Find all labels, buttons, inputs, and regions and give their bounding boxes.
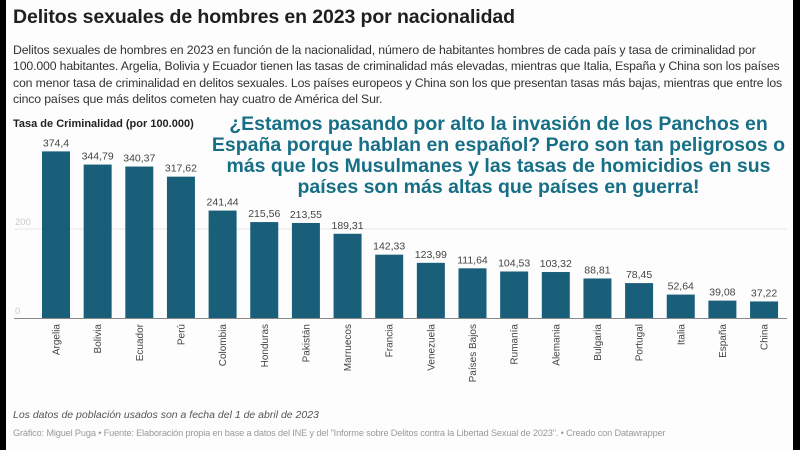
category-label: Venezuela (426, 324, 437, 371)
chart-page: Delitos sexuales de hombres en 2023 por … (6, 0, 793, 450)
footnote: Los datos de población usados son a fech… (13, 409, 319, 421)
category-label: Pakistán (301, 324, 312, 362)
value-label: 213,55 (290, 209, 322, 221)
category-label: España (718, 324, 729, 358)
value-label: 39,08 (709, 287, 735, 299)
bar-perú (166, 176, 195, 318)
value-label: 215,56 (248, 208, 280, 220)
value-label: 374,4 (43, 137, 69, 149)
category-label: Perú (176, 324, 187, 345)
value-label: 88,81 (584, 264, 610, 276)
category-label: Francia (385, 324, 396, 358)
category-label: Países Bajos (468, 324, 479, 382)
y-axis-label: Tasa de Criminalidad (por 100.000) (13, 118, 194, 130)
value-label: 111,64 (457, 254, 488, 266)
credits-line: Gráfico: Miguel Puga • Fuente: Elaboraci… (13, 428, 666, 438)
value-label: 104,53 (498, 257, 530, 269)
bar-argelia (42, 151, 70, 318)
value-label: 189,31 (331, 220, 363, 232)
value-label: 52,64 (668, 281, 694, 293)
bar-chart: 0 200 374,4 344,79 340,37 317,62 241,44 215,56… (14, 137, 787, 382)
bar-china (750, 301, 779, 318)
value-label: 78,45 (626, 269, 652, 281)
category-label: Bolivia (93, 324, 104, 354)
value-label: 103,32 (540, 258, 572, 270)
bar-honduras (250, 222, 279, 318)
bar-italia (666, 294, 695, 318)
value-label: 241,44 (207, 197, 239, 209)
bar-españa (708, 300, 737, 318)
bar-países-bajos (458, 268, 487, 318)
value-label: 123,99 (415, 249, 447, 261)
chart-title: Delitos sexuales de hombres en 2023 por … (13, 6, 515, 28)
value-label: 142,33 (373, 241, 405, 253)
category-label: China (760, 324, 771, 351)
bar-bolivia (83, 164, 112, 318)
bar-pakistán (291, 222, 320, 318)
bar-ecuador (125, 166, 154, 318)
category-label: Marruecos (343, 324, 354, 371)
category-label: Bulgaria (593, 324, 604, 361)
bar-marruecos (333, 233, 362, 318)
bars (42, 151, 779, 318)
category-label: Argelia (52, 324, 63, 356)
category-label: Ecuador (135, 323, 146, 361)
chart-description: Delitos sexuales de hombres en 2023 en f… (13, 43, 783, 107)
category-label: Rumanía (510, 324, 521, 365)
bar-portugal (625, 283, 654, 318)
category-label: Honduras (260, 324, 271, 367)
overlay-caption: ¿Estamos pasando por alto la invasión de… (211, 113, 786, 198)
y-tick-label: 200 (15, 217, 31, 228)
value-label: 317,62 (165, 163, 197, 175)
bar-colombia (208, 210, 237, 318)
category-labels: Argelia Bolivia Ecuador Perú Colombia Hondura… (52, 323, 771, 382)
value-labels: 374,4 344,79 340,37 317,62 241,44 215,56 213,5… (43, 137, 777, 299)
value-label: 340,37 (123, 153, 155, 165)
bar-bulgaria (583, 278, 612, 318)
bar-rumanía (500, 271, 529, 318)
category-label: Portugal (635, 324, 646, 361)
category-label: Italia (676, 324, 687, 346)
category-label: Colombia (218, 324, 229, 367)
bar-francia (375, 254, 404, 318)
bar-alemania (541, 272, 570, 318)
y-tick-label: 0 (15, 306, 20, 317)
bar-venezuela (416, 262, 445, 318)
value-label: 344,79 (82, 151, 114, 163)
value-label: 37,22 (751, 287, 777, 299)
category-label: Alemania (551, 324, 562, 366)
